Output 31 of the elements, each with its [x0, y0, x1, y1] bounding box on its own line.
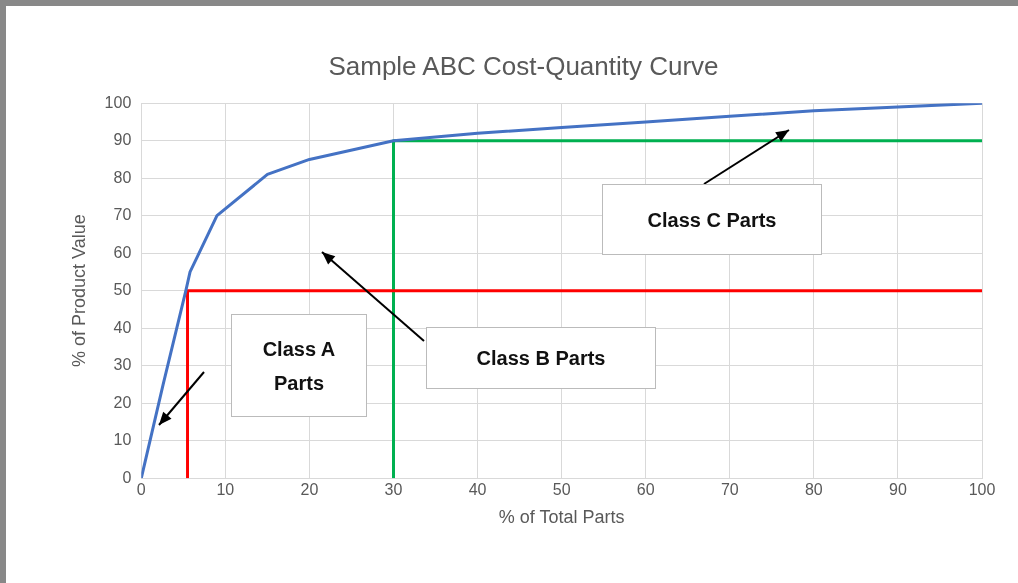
y-tick-label: 40: [113, 318, 132, 336]
x-tick-label: 90: [889, 481, 907, 499]
y-tick-label: 70: [113, 206, 132, 224]
x-tick-label: 100: [968, 481, 996, 499]
y-tick-label: 60: [113, 243, 132, 261]
y-tick-label: 10: [113, 431, 132, 449]
chart-title: Sample ABC Cost-Quantity Curve: [328, 50, 719, 81]
annotation: Class C Parts: [647, 207, 777, 233]
y-tick-label: 30: [113, 356, 132, 374]
x-tick-label: 0: [136, 481, 146, 499]
x-tick-label: 20: [300, 481, 319, 499]
y-tick-label: 0: [122, 468, 132, 486]
y-tick-label: 50: [113, 281, 132, 299]
y-axis-title: % of Product Value: [68, 214, 89, 368]
callout-box: Class B Parts: [426, 327, 656, 389]
x-tick-label: 30: [384, 481, 403, 499]
y-tick-label: 20: [113, 393, 132, 411]
annotation: Class A Parts: [262, 336, 336, 396]
x-axis-title: % of Total Parts: [498, 507, 625, 528]
x-tick-label: 80: [804, 481, 823, 499]
x-tick-label: 60: [636, 481, 655, 499]
callout-box: Class C Parts: [602, 184, 822, 255]
annotation: Class B Parts: [476, 346, 606, 371]
y-tick-label: 80: [113, 168, 132, 186]
x-tick-label: 10: [216, 481, 235, 499]
x-tick-label: 50: [552, 481, 571, 499]
y-tick-label: 100: [104, 93, 132, 111]
callout-box: Class A Parts: [231, 314, 367, 417]
x-tick-label: 70: [720, 481, 739, 499]
y-tick-label: 90: [113, 131, 132, 149]
x-tick-label: 40: [468, 481, 487, 499]
